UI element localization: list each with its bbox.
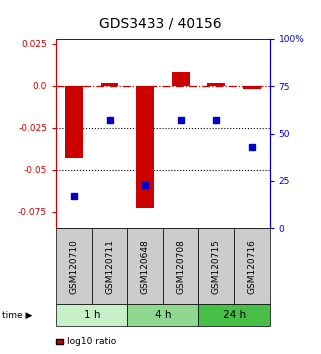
Bar — [243, 86, 261, 89]
Text: GSM120716: GSM120716 — [247, 239, 256, 294]
Text: log10 ratio: log10 ratio — [67, 337, 116, 346]
Text: GSM120708: GSM120708 — [176, 239, 185, 294]
Text: GDS3433 / 40156: GDS3433 / 40156 — [99, 16, 222, 30]
Text: 1 h: 1 h — [83, 310, 100, 320]
Bar — [172, 73, 190, 86]
Text: 4 h: 4 h — [155, 310, 171, 320]
Text: time ▶: time ▶ — [2, 311, 32, 320]
Bar — [65, 86, 83, 158]
Bar — [101, 82, 118, 86]
Bar — [207, 82, 225, 86]
Text: GSM120715: GSM120715 — [212, 239, 221, 294]
Text: GSM120710: GSM120710 — [69, 239, 78, 294]
Text: 24 h: 24 h — [222, 310, 246, 320]
Text: GSM120648: GSM120648 — [141, 239, 150, 294]
Text: GSM120711: GSM120711 — [105, 239, 114, 294]
Bar — [136, 86, 154, 208]
